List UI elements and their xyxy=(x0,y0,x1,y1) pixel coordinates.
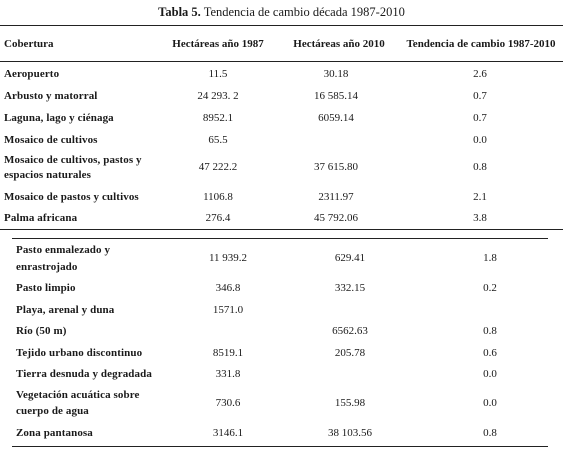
row-label: Arbusto y matorral xyxy=(4,90,98,102)
part1-bottom-rule xyxy=(0,229,563,230)
row-label: Zona pantanosa xyxy=(16,427,93,439)
value-1987: 8519.1 xyxy=(212,347,244,359)
row-label: Pasto limpio xyxy=(16,282,76,294)
value-2010: 332.15 xyxy=(334,282,366,294)
table-title-number: Tabla 5. xyxy=(158,5,201,19)
row-label: Mosaico de cultivos xyxy=(4,134,98,146)
value-1987: 11.5 xyxy=(208,68,228,80)
value-trend: 0.2 xyxy=(483,282,497,294)
row-label-line2: cuerpo de agua xyxy=(16,405,89,417)
row-label: Aeropuerto xyxy=(4,68,60,80)
value-2010: 2311.97 xyxy=(318,191,354,203)
value-1987: 276.4 xyxy=(205,212,231,224)
header-trend: Tendencia de cambio 1987-2010 xyxy=(406,38,556,50)
header-2010: Hectáreas año 2010 xyxy=(293,38,385,50)
value-1987: 24 293. 2 xyxy=(197,90,239,102)
row-label-line1: Mosaico de cultivos, pastos y xyxy=(4,154,142,166)
row-label: Mosaico de pastos y cultivos xyxy=(4,191,139,203)
value-2010: 37 615.80 xyxy=(314,161,358,173)
header-cobertura: Cobertura xyxy=(4,38,54,50)
value-trend: 0.7 xyxy=(473,90,487,102)
value-1987: 1571.0 xyxy=(212,304,244,316)
value-trend: 2.1 xyxy=(473,191,487,203)
value-2010: 6059.14 xyxy=(318,112,354,124)
table-title-text: Tendencia de cambio década 1987-2010 xyxy=(200,5,405,19)
value-1987: 8952.1 xyxy=(202,112,234,124)
row-label-line1: Pasto enmalezado y xyxy=(16,244,111,256)
table-title: Tabla 5. Tendencia de cambio década 1987… xyxy=(0,5,563,19)
value-1987: 1106.8 xyxy=(203,191,233,203)
row-label: Tejido urbano discontinuo xyxy=(16,347,143,359)
value-2010: 6562.63 xyxy=(332,325,368,337)
value-2010: 45 792.06 xyxy=(314,212,358,224)
value-2010: 30.18 xyxy=(323,68,349,80)
value-2010: 629.41 xyxy=(334,252,366,264)
value-trend: 0.8 xyxy=(473,161,487,173)
row-label: Laguna, lago y ciénaga xyxy=(4,112,114,124)
value-trend: 1.8 xyxy=(483,252,497,264)
value-trend: 0.0 xyxy=(473,134,487,146)
value-trend: 3.8 xyxy=(473,212,487,224)
value-1987: 47 222.2 xyxy=(198,161,238,173)
value-1987: 331.8 xyxy=(215,368,241,380)
value-1987: 346.8 xyxy=(215,282,241,294)
value-trend: 0.0 xyxy=(483,368,497,380)
value-1987: 3146.1 xyxy=(212,427,244,439)
row-label-line1: Vegetación acuática sobre xyxy=(16,389,140,401)
row-label-line2: enrastrojado xyxy=(16,261,78,273)
part2-top-rule xyxy=(12,238,548,239)
value-1987: 11 939.2 xyxy=(208,252,248,264)
value-trend: 0.8 xyxy=(483,427,497,439)
row-label: Palma africana xyxy=(4,212,78,224)
value-trend: 0.8 xyxy=(483,325,497,337)
header-1987: Hectáreas año 1987 xyxy=(172,38,264,50)
value-trend: 0.7 xyxy=(473,112,487,124)
value-2010: 38 103.56 xyxy=(328,427,372,439)
value-2010: 205.78 xyxy=(334,347,366,359)
value-trend: 0.0 xyxy=(483,397,497,409)
value-1987: 65.5 xyxy=(208,134,228,146)
value-1987: 730.6 xyxy=(215,397,241,409)
value-2010: 155.98 xyxy=(334,397,366,409)
value-2010: 16 585.14 xyxy=(314,90,358,102)
row-label-line2: espacios naturales xyxy=(4,169,92,181)
bottom-rule xyxy=(12,446,548,447)
top-rule xyxy=(0,25,563,26)
value-trend: 0.6 xyxy=(483,347,497,359)
value-trend: 2.6 xyxy=(473,68,487,80)
row-label: Río (50 m) xyxy=(16,325,67,337)
row-label: Playa, arenal y duna xyxy=(16,304,115,316)
row-label: Tierra desnuda y degradada xyxy=(16,368,152,380)
header-rule xyxy=(0,61,563,62)
